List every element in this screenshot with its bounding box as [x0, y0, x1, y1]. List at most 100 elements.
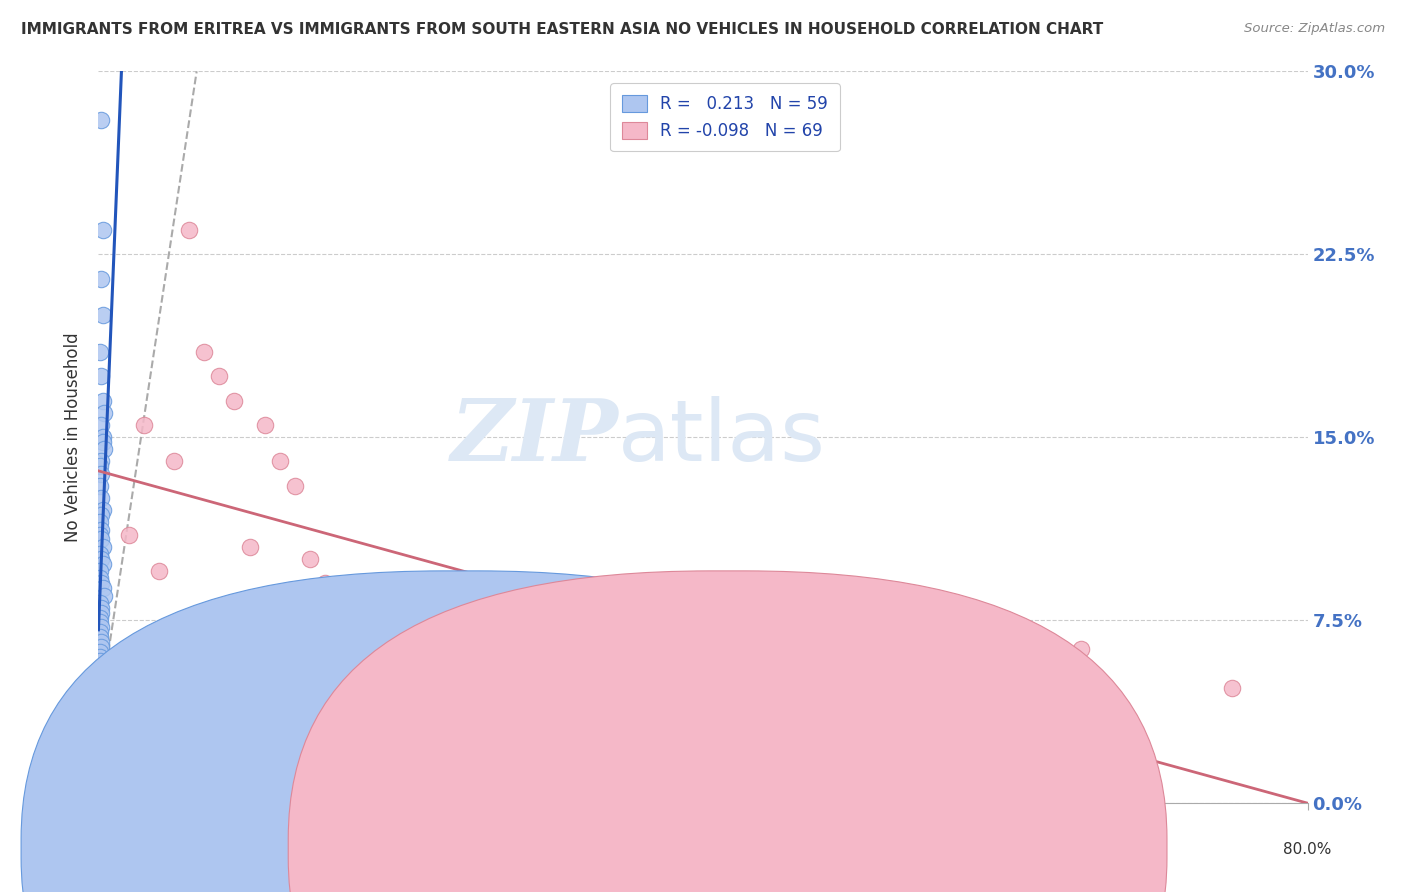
Point: [797, 659, 820, 673]
Point: [571, 613, 593, 627]
Point: [89, 649, 111, 664]
Point: [91, 223, 114, 237]
Point: [91, 581, 114, 595]
Point: [91, 434, 114, 449]
Point: [904, 679, 927, 693]
Point: [239, 540, 262, 554]
Point: [89, 625, 111, 640]
Point: [661, 666, 683, 681]
Text: Immigrants from Eritrea: Immigrants from Eritrea: [489, 841, 673, 855]
Text: ZIP: ZIP: [450, 395, 619, 479]
Point: [737, 642, 759, 657]
Text: Immigrants from South Eastern Asia: Immigrants from South Eastern Asia: [756, 841, 1033, 855]
Point: [344, 600, 367, 615]
Text: 0.0%: 0.0%: [79, 842, 118, 857]
Point: [93, 406, 115, 420]
Point: [540, 583, 562, 598]
Point: [555, 617, 578, 632]
Point: [90, 576, 112, 591]
Point: [90, 533, 112, 547]
Point: [949, 673, 972, 688]
Point: [193, 344, 215, 359]
Point: [89, 689, 111, 703]
Point: [91, 540, 114, 554]
Point: [360, 589, 382, 603]
Point: [889, 673, 911, 688]
Point: [647, 642, 669, 657]
Point: [224, 393, 246, 408]
Point: [91, 308, 114, 322]
Point: [965, 654, 987, 668]
Point: [405, 606, 427, 620]
Text: IMMIGRANTS FROM ERITREA VS IMMIGRANTS FROM SOUTH EASTERN ASIA NO VEHICLES IN HOU: IMMIGRANTS FROM ERITREA VS IMMIGRANTS FR…: [21, 22, 1104, 37]
Point: [89, 459, 111, 474]
Point: [676, 669, 699, 683]
Point: [828, 654, 851, 668]
Point: [934, 666, 956, 681]
Point: [90, 369, 112, 384]
Legend: R =   0.213   N = 59, R = -0.098   N = 69: R = 0.213 N = 59, R = -0.098 N = 69: [610, 83, 839, 152]
Point: [89, 693, 111, 707]
Point: [93, 442, 115, 457]
Point: [89, 645, 111, 659]
Point: [844, 659, 866, 673]
Point: [631, 637, 654, 651]
Point: [90, 723, 112, 737]
Point: [179, 223, 201, 237]
Point: [661, 642, 683, 657]
Point: [481, 593, 503, 607]
Point: [661, 654, 683, 668]
Point: [284, 479, 307, 493]
Text: Source: ZipAtlas.com: Source: ZipAtlas.com: [1244, 22, 1385, 36]
Point: [91, 718, 114, 732]
Point: [91, 393, 114, 408]
Point: [89, 596, 111, 610]
Point: [93, 589, 115, 603]
Point: [90, 606, 112, 620]
Point: [692, 654, 714, 668]
Point: [89, 516, 111, 530]
Point: [132, 417, 155, 432]
Point: [918, 683, 941, 698]
Point: [631, 654, 654, 668]
Point: [540, 613, 562, 627]
Point: [89, 630, 111, 644]
Point: [90, 523, 112, 537]
Y-axis label: No Vehicles in Household: No Vehicles in Household: [65, 332, 83, 542]
Point: [495, 596, 517, 610]
Point: [299, 552, 322, 566]
Point: [118, 527, 141, 541]
Point: [91, 503, 114, 517]
Point: [752, 576, 775, 591]
Point: [571, 625, 593, 640]
Point: [89, 708, 111, 723]
Point: [90, 683, 112, 698]
Point: [91, 673, 114, 688]
Point: [465, 583, 488, 598]
Point: [616, 642, 638, 657]
Point: [91, 557, 114, 571]
Point: [90, 467, 112, 481]
Point: [89, 572, 111, 586]
Point: [510, 606, 533, 620]
Point: [873, 669, 896, 683]
Point: [420, 613, 443, 627]
Point: [631, 630, 654, 644]
Point: [374, 596, 396, 610]
Point: [90, 417, 112, 432]
Point: [89, 564, 111, 578]
Point: [90, 600, 112, 615]
Point: [858, 664, 880, 678]
Point: [526, 581, 548, 595]
Point: [616, 637, 638, 651]
Point: [90, 552, 112, 566]
Point: [586, 630, 609, 644]
Point: [314, 576, 336, 591]
Point: [89, 654, 111, 668]
Point: [148, 564, 170, 578]
Point: [90, 454, 112, 468]
Point: [90, 620, 112, 634]
Point: [783, 654, 806, 668]
Point: [91, 669, 114, 683]
Text: atlas: atlas: [619, 395, 827, 479]
